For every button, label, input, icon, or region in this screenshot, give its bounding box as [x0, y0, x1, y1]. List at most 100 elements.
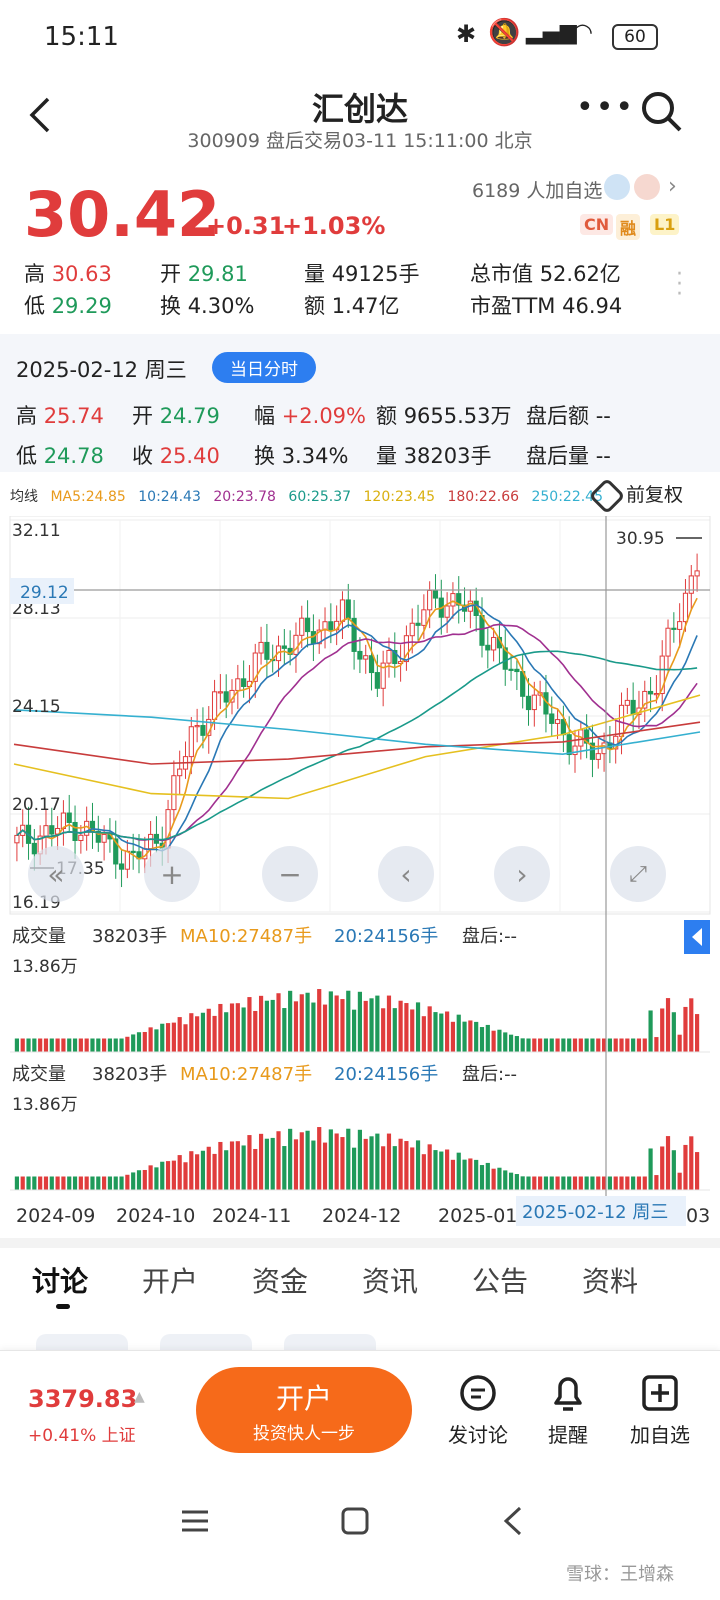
volume-bar — [200, 1150, 206, 1190]
ma-legend-item: 20:23.78 — [213, 489, 276, 505]
candle-body — [444, 605, 450, 618]
volume-bar — [584, 1176, 589, 1190]
open-account-button[interactable]: 开户 投资快人一步 — [196, 1367, 412, 1453]
post-discussion-button[interactable]: 发讨论 — [442, 1373, 514, 1448]
kline-chart[interactable]: 32.11 28.13 24.15 20.17 16.19 29.12 30.9… — [0, 516, 720, 1236]
search-icon[interactable] — [640, 90, 684, 138]
home-icon[interactable] — [340, 1506, 370, 1540]
volume-bar — [508, 1172, 514, 1190]
index-value[interactable]: 3379.83 — [28, 1385, 138, 1413]
volume-bar — [404, 1141, 409, 1190]
scroll-left-fast-button[interactable]: « — [28, 846, 84, 902]
filter-chip[interactable] — [160, 1334, 252, 1350]
stat-label: 量 — [304, 262, 325, 286]
volume-bar — [683, 1006, 688, 1052]
candle-body — [368, 655, 375, 674]
crosshair-date-tag — [516, 1196, 686, 1226]
volume-bar — [90, 1176, 95, 1190]
add-watchlist-button[interactable]: 加自选 — [622, 1373, 698, 1448]
volume-bar — [660, 1008, 665, 1052]
volume-bar — [235, 1141, 240, 1190]
tab-profile[interactable]: 资料 — [582, 1265, 639, 1298]
more-vertical-icon[interactable]: · · · — [676, 262, 683, 307]
volume-bar — [340, 999, 345, 1052]
chevron-right-icon[interactable]: › — [668, 174, 677, 199]
scroll-left-button[interactable]: ‹ — [378, 846, 434, 902]
volume-bar — [601, 1176, 607, 1190]
open-account-subtitle: 投资快人一步 — [253, 1424, 355, 1444]
back-button[interactable] — [20, 90, 60, 140]
volume-bar — [276, 1131, 281, 1190]
stat-label: 幅 — [254, 404, 275, 428]
volume-bar — [258, 1133, 264, 1190]
volume-bar — [665, 998, 671, 1052]
tab-open-account[interactable]: 开户 — [142, 1265, 199, 1298]
volume-bar — [311, 1002, 316, 1052]
tab-news[interactable]: 资讯 — [362, 1265, 419, 1298]
tab-discussion[interactable]: 讨论 — [32, 1265, 89, 1298]
candle-body — [258, 641, 264, 654]
volume-bar — [224, 1150, 229, 1190]
intraday-button[interactable]: 当日分时 — [212, 352, 316, 383]
scroll-right-button[interactable]: › — [494, 846, 550, 902]
volume-bar — [43, 1176, 49, 1190]
more-icon[interactable]: ••• — [576, 90, 636, 125]
badge-margin: 融 — [616, 214, 641, 240]
tab-funds[interactable]: 资金 — [252, 1265, 309, 1298]
volume-bar — [14, 1038, 19, 1052]
ma-legend-item: 10:24.43 — [138, 489, 201, 505]
zoom-in-button[interactable]: + — [144, 846, 200, 902]
volume-bar — [189, 1013, 194, 1052]
volume-bar — [224, 1012, 229, 1052]
battery-icon: 60 — [612, 24, 658, 50]
system-nav-bar: 雪球：王增森 — [0, 1470, 720, 1600]
alert-button[interactable]: 提醒 — [532, 1373, 604, 1448]
volume-bar — [241, 1007, 246, 1052]
filter-chip[interactable] — [36, 1334, 128, 1350]
fullscreen-button[interactable]: ⤢ — [610, 846, 666, 902]
tab-announcements[interactable]: 公告 — [472, 1265, 529, 1298]
last-price: 30.42 — [24, 178, 221, 251]
followers-count[interactable]: 6189 人加自选 — [472, 180, 603, 202]
candle-body — [299, 617, 305, 636]
ma-line — [16, 597, 698, 860]
volume-bar — [288, 990, 293, 1052]
candle-body — [211, 691, 218, 720]
volume-bar — [125, 1036, 130, 1052]
volume-bar — [96, 1038, 101, 1052]
menu-icon[interactable] — [180, 1506, 210, 1540]
candle-body — [171, 775, 177, 811]
volume-bar — [119, 1176, 124, 1190]
price-axis-label: 32.11 — [12, 521, 61, 541]
date-axis-label: 2024-10 — [116, 1205, 195, 1227]
ma-line — [16, 650, 698, 841]
filter-chip[interactable] — [284, 1334, 376, 1350]
volume-bar — [276, 993, 281, 1052]
volume-bar — [171, 1022, 176, 1052]
volume-bar — [317, 1127, 322, 1190]
volume-bar — [485, 1162, 490, 1190]
volume-bar — [433, 1150, 438, 1190]
volume-bar — [555, 1038, 560, 1052]
candle-body — [200, 725, 206, 736]
candle-body — [78, 834, 84, 841]
status-time: 15:11 — [44, 22, 119, 52]
volume-bar — [131, 1034, 136, 1052]
adjust-toggle[interactable]: 前复权 — [588, 477, 683, 514]
volume-bar — [299, 994, 304, 1052]
volume-bar — [55, 1176, 60, 1190]
volume-bar — [340, 1137, 345, 1190]
candle-body — [688, 575, 694, 594]
volume-bar — [601, 1038, 607, 1052]
volume-bar — [520, 1038, 525, 1052]
volume-bar — [386, 1133, 392, 1190]
candle-body — [281, 645, 287, 649]
volume-bar — [61, 1176, 66, 1190]
volume-bar — [305, 992, 310, 1052]
volume-bar — [619, 1038, 624, 1052]
volume-bar — [642, 1038, 647, 1052]
volume-bar — [695, 1014, 700, 1052]
candle-body — [345, 599, 351, 619]
back-nav-icon[interactable] — [500, 1504, 526, 1542]
zoom-out-button[interactable]: − — [262, 846, 318, 902]
